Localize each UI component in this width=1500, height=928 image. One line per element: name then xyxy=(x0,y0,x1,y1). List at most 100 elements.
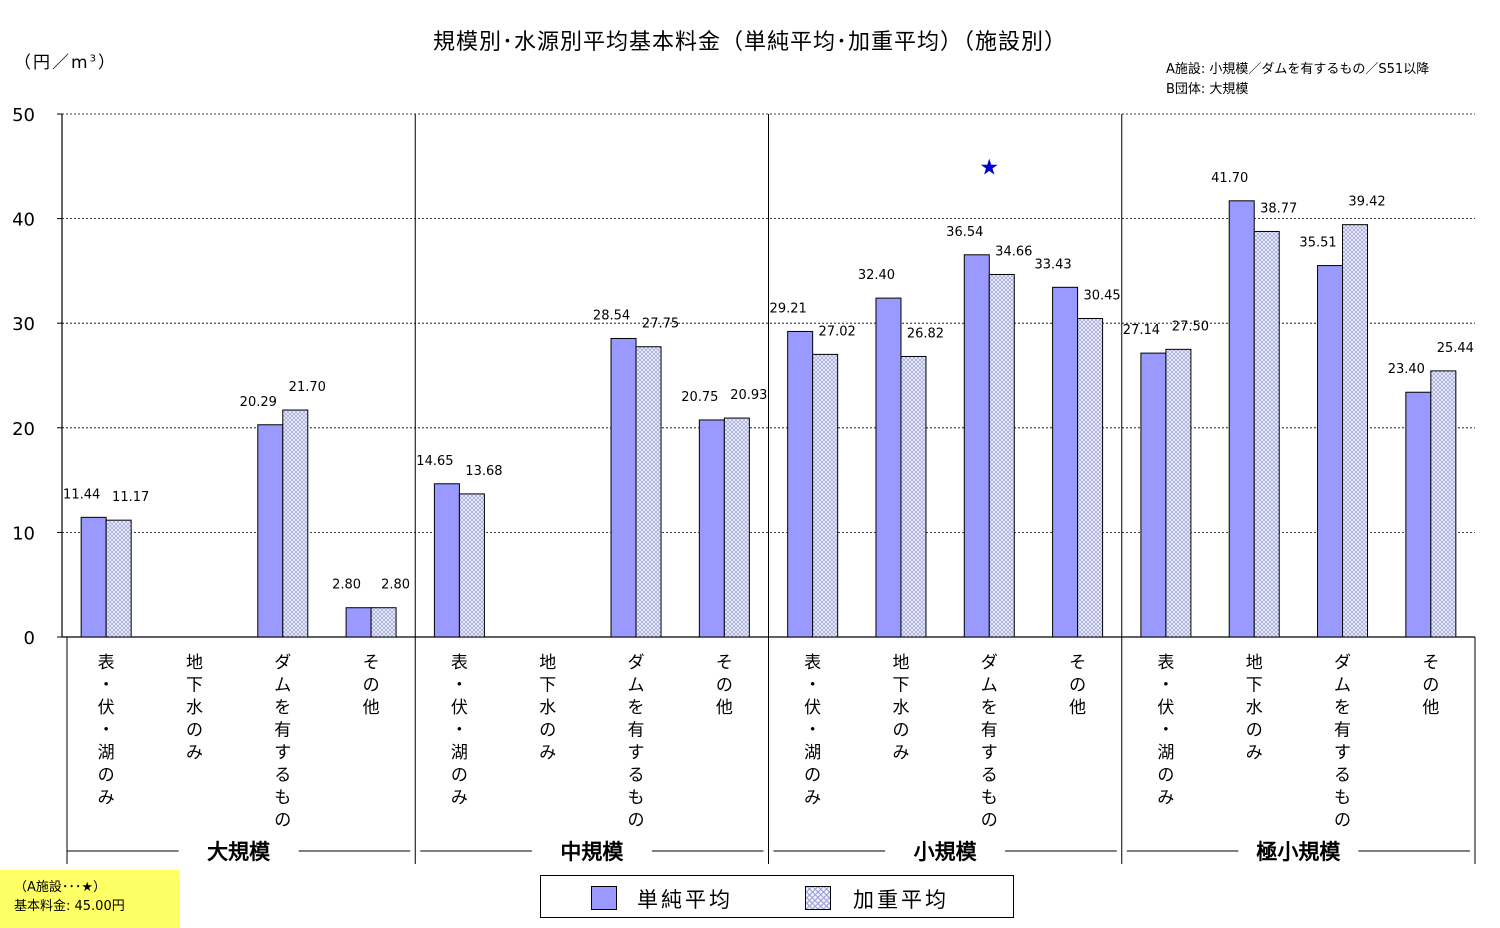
group-label: 大規模 xyxy=(207,840,271,864)
bar-simple-average xyxy=(963,254,990,638)
bar-simple-average xyxy=(1405,391,1432,638)
category-labels: 表・伏・湖のみ 地下水のみ ダムを有するもの その他 表・伏・湖のみ 地下水のみ ダムを有す… xyxy=(98,653,1440,831)
y-tick-label: 50 xyxy=(12,105,35,126)
bar-simple-average xyxy=(1228,200,1255,638)
legend-swatch-simple-average xyxy=(591,886,617,910)
bar-weighted-average xyxy=(1165,348,1192,638)
bars xyxy=(80,200,1457,638)
group-label-bg xyxy=(1238,836,1359,866)
category-label: 表・伏・湖のみ xyxy=(98,653,115,808)
bar-simple-average xyxy=(80,516,107,638)
bar-simple-average xyxy=(698,419,725,638)
category-label: ダムを有するもの xyxy=(1334,653,1351,831)
group-label: 小規模 xyxy=(914,840,978,864)
category-label: その他 xyxy=(1422,653,1439,718)
y-axis-unit-label: （円／m3） xyxy=(14,48,117,73)
annotations: ★ xyxy=(979,155,999,180)
chart-title: 規模別･水源別平均基本料金（単純平均･加重平均）（施設別） xyxy=(432,30,1067,55)
a-facility-callout: （A施設･･･★） 基本料金: 45.00円 xyxy=(0,870,180,928)
data-label-weighted: 34.66 xyxy=(995,244,1032,259)
star-annotation-icon: ★ xyxy=(979,155,999,180)
data-label-weighted: 38.77 xyxy=(1260,201,1297,216)
bar-simple-average xyxy=(1052,286,1079,638)
group-label-bg xyxy=(178,836,299,866)
data-label-simple: 14.65 xyxy=(416,454,453,469)
bar-simple-average xyxy=(875,297,902,638)
callout-line1: （A施設･･･★） xyxy=(14,880,107,895)
bar-weighted-average xyxy=(1342,224,1369,638)
data-label-weighted: 39.42 xyxy=(1348,195,1385,210)
data-label-simple: 36.54 xyxy=(946,225,983,240)
data-label-weighted: 27.02 xyxy=(819,324,856,339)
data-label-simple: 28.54 xyxy=(593,308,630,323)
data-label-weighted: 27.50 xyxy=(1172,319,1209,334)
group-label: 中規模 xyxy=(560,840,624,864)
annotation-mask xyxy=(937,116,1059,216)
data-label-simple: 20.75 xyxy=(681,390,718,405)
bar-weighted-average xyxy=(458,493,485,638)
group-labels: 大規模 中規模 小規模 極小規模 xyxy=(67,836,1470,866)
data-label-weighted: 2.80 xyxy=(381,578,410,593)
legend-label-weighted-average: 加重平均 xyxy=(853,888,949,912)
category-label: ダムを有するもの xyxy=(981,653,998,831)
category-label: その他 xyxy=(363,653,380,718)
legend-label-simple-average: 単純平均 xyxy=(637,888,733,912)
category-label: 地下水のみ xyxy=(539,653,556,763)
bar-weighted-average xyxy=(370,607,397,638)
data-label-weighted: 21.70 xyxy=(289,380,326,395)
data-label-simple: 27.14 xyxy=(1123,323,1160,338)
category-label: ダムを有するもの xyxy=(628,653,645,831)
y-tick-label: 30 xyxy=(12,314,35,335)
y-tick-label: 20 xyxy=(12,419,35,440)
data-label-weighted: 30.45 xyxy=(1083,288,1120,303)
category-label: その他 xyxy=(716,653,733,718)
data-label-simple: 41.70 xyxy=(1211,171,1248,186)
y-tick-label: 0 xyxy=(24,628,35,649)
note-a-facility: A施設: 小規模／ダムを有するもの／S51以降 xyxy=(1166,62,1430,77)
bar-weighted-average xyxy=(988,273,1015,638)
unit-superscript: 3 xyxy=(89,53,98,65)
bar-weighted-average xyxy=(105,519,132,638)
category-label: 地下水のみ xyxy=(892,653,909,763)
y-tick-label: 10 xyxy=(12,523,35,544)
data-label-simple: 35.51 xyxy=(1299,236,1336,251)
bar-weighted-average xyxy=(282,409,309,638)
category-label: ダムを有するもの xyxy=(274,653,291,831)
data-label-weighted: 13.68 xyxy=(465,464,502,479)
data-label-weighted: 11.17 xyxy=(112,490,149,505)
data-label-weighted: 25.44 xyxy=(1437,341,1474,356)
bar-simple-average xyxy=(433,483,460,638)
callout-line2: 基本料金: 45.00円 xyxy=(14,899,125,914)
unit-close: ） xyxy=(97,53,117,73)
data-label-simple: 23.40 xyxy=(1388,362,1425,377)
category-label: 地下水のみ xyxy=(186,653,203,763)
data-label-simple: 20.29 xyxy=(240,395,277,410)
bar-simple-average xyxy=(345,607,372,638)
data-label-simple: 32.40 xyxy=(858,268,895,283)
category-label: 表・伏・湖のみ xyxy=(804,653,821,808)
bar-weighted-average xyxy=(1430,370,1457,638)
bar-weighted-average xyxy=(812,353,839,638)
bar-simple-average xyxy=(610,337,637,638)
bar-weighted-average xyxy=(1077,317,1104,638)
category-label: 地下水のみ xyxy=(1246,653,1263,763)
bar-simple-average xyxy=(1317,265,1344,638)
data-label-simple: 11.44 xyxy=(63,487,100,502)
group-label-bg xyxy=(885,836,1006,866)
bar-weighted-average xyxy=(723,417,750,638)
data-label-simple: 33.43 xyxy=(1034,257,1071,272)
legend-swatch-weighted-average xyxy=(805,886,831,910)
bar-simple-average xyxy=(787,330,814,638)
bar-simple-average xyxy=(257,424,284,638)
data-label-weighted: 20.93 xyxy=(730,388,767,403)
bar-weighted-average xyxy=(1253,230,1280,638)
data-label-simple: 2.80 xyxy=(332,578,361,593)
data-label-weighted: 27.75 xyxy=(642,317,679,332)
group-label-bg xyxy=(531,836,652,866)
data-label-weighted: 26.82 xyxy=(907,326,944,341)
y-tick-label: 40 xyxy=(12,210,35,231)
legend: 単純平均 加重平均 xyxy=(540,875,1014,918)
bar-simple-average xyxy=(1140,352,1167,638)
data-labels: 11.44 11.17 20.29 21.70 2.80 2.80 14.65 13.68 28… xyxy=(63,171,1474,593)
